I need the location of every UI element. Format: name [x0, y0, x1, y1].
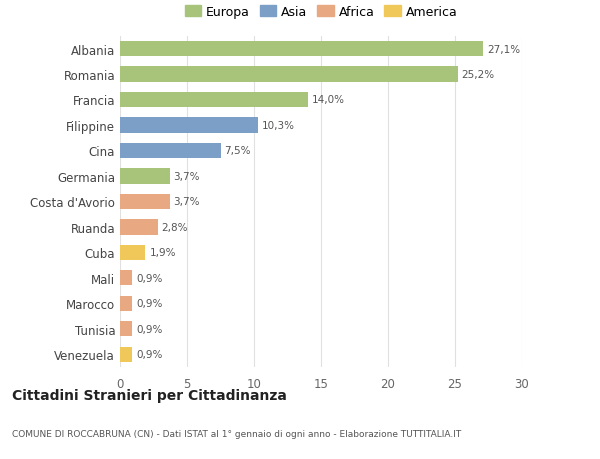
Bar	[120, 67, 458, 83]
Text: 2,8%: 2,8%	[161, 223, 188, 232]
Text: 0,9%: 0,9%	[136, 299, 163, 308]
Bar	[120, 220, 158, 235]
Bar	[120, 93, 308, 108]
Text: 1,9%: 1,9%	[149, 248, 176, 258]
Bar	[120, 118, 258, 133]
Text: COMUNE DI ROCCABRUNA (CN) - Dati ISTAT al 1° gennaio di ogni anno - Elaborazione: COMUNE DI ROCCABRUNA (CN) - Dati ISTAT a…	[12, 429, 461, 438]
Bar	[120, 347, 132, 362]
Text: 0,9%: 0,9%	[136, 324, 163, 334]
Text: 10,3%: 10,3%	[262, 121, 295, 131]
Bar	[120, 245, 145, 260]
Text: 25,2%: 25,2%	[462, 70, 495, 80]
Bar	[120, 42, 483, 57]
Text: 3,7%: 3,7%	[173, 197, 200, 207]
Bar	[120, 144, 221, 159]
Text: 0,9%: 0,9%	[136, 349, 163, 359]
Text: 14,0%: 14,0%	[311, 95, 344, 105]
Text: Cittadini Stranieri per Cittadinanza: Cittadini Stranieri per Cittadinanza	[12, 388, 287, 403]
Bar	[120, 296, 132, 311]
Text: 0,9%: 0,9%	[136, 273, 163, 283]
Bar	[120, 321, 132, 337]
Bar	[120, 194, 170, 210]
Text: 27,1%: 27,1%	[487, 45, 520, 55]
Bar	[120, 271, 132, 286]
Legend: Europa, Asia, Africa, America: Europa, Asia, Africa, America	[179, 1, 463, 24]
Bar	[120, 169, 170, 184]
Text: 3,7%: 3,7%	[173, 172, 200, 181]
Text: 7,5%: 7,5%	[224, 146, 251, 156]
